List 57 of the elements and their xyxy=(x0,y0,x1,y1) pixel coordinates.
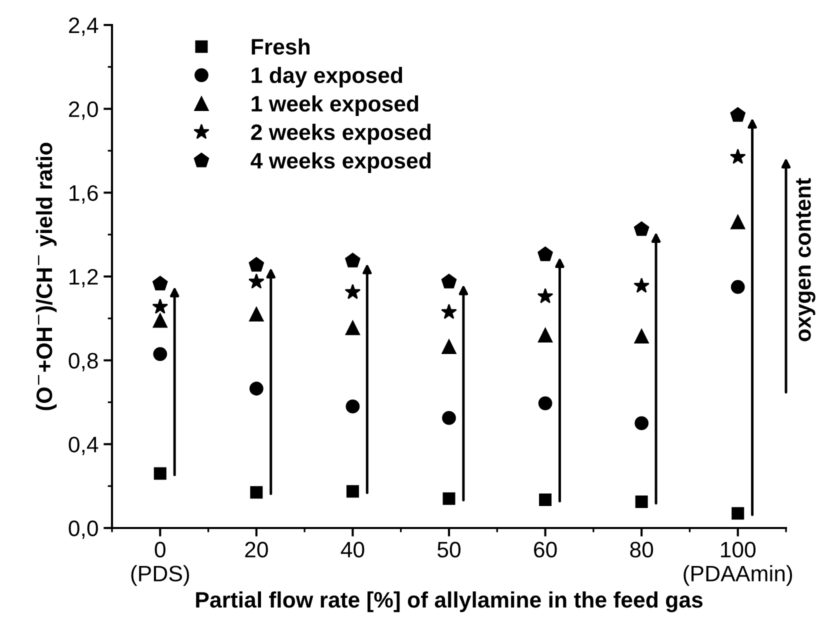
point xyxy=(152,276,168,290)
point xyxy=(538,246,553,262)
point xyxy=(634,416,649,430)
point xyxy=(441,304,457,320)
point xyxy=(154,467,166,480)
y-tick-label: 1,6 xyxy=(70,185,98,204)
point xyxy=(248,273,264,289)
text: oxygen content xyxy=(796,178,816,342)
point xyxy=(539,493,552,506)
point xyxy=(346,485,359,498)
point xyxy=(345,252,360,268)
y-tick-label: 0,0 xyxy=(68,520,98,539)
point xyxy=(730,214,746,230)
x-tick-label: 20 xyxy=(245,542,268,558)
point xyxy=(730,280,745,294)
y-tick-label: 0,4 xyxy=(68,436,98,456)
point xyxy=(346,399,360,414)
point xyxy=(538,328,553,342)
point xyxy=(345,320,360,336)
point xyxy=(152,298,168,314)
x-tick-label: 100 (PDAAmin) xyxy=(684,542,792,586)
y-tick-label: 1,2 xyxy=(70,269,98,288)
point xyxy=(730,148,746,164)
x-tick-label: 60 xyxy=(534,542,557,558)
x-axis-title: Partial flow rate [%] of allylamine in the feed gas xyxy=(196,591,702,612)
point xyxy=(248,256,264,272)
point xyxy=(730,107,746,122)
point xyxy=(537,288,554,304)
point xyxy=(441,274,457,288)
point xyxy=(635,496,648,508)
y-tick-label: 2,4 xyxy=(69,18,98,36)
x-tick-label: 80 xyxy=(630,542,654,558)
point xyxy=(442,492,456,505)
legend-label: 1 day exposed xyxy=(252,66,402,88)
x-tick-label: 40 xyxy=(340,542,364,558)
point xyxy=(442,411,456,425)
point xyxy=(442,339,456,354)
point xyxy=(152,313,168,328)
x-tick-label: 50 xyxy=(438,542,460,558)
y-axis-title: (O$^{−}$+OH$^{−}$)/CH$^{−}$ yield ratio xyxy=(36,142,57,410)
point xyxy=(249,382,264,396)
point xyxy=(249,306,264,322)
point xyxy=(732,507,744,520)
legend-label: Fresh xyxy=(252,38,310,55)
legend-label: 1 week exposed xyxy=(252,95,418,116)
point xyxy=(538,396,552,410)
y-tick-label: 0,8 xyxy=(68,352,98,372)
legend-label: 4 weeks exposed xyxy=(250,152,430,174)
point xyxy=(634,328,649,344)
x-tick-label: 0 (PDS) xyxy=(131,542,190,586)
point xyxy=(250,486,263,499)
point xyxy=(634,278,650,293)
y-tick-label: 2,0 xyxy=(69,101,98,120)
point xyxy=(153,347,168,361)
point xyxy=(634,221,650,236)
point xyxy=(344,284,361,300)
legend-label: 2 weeks exposed xyxy=(251,124,430,145)
